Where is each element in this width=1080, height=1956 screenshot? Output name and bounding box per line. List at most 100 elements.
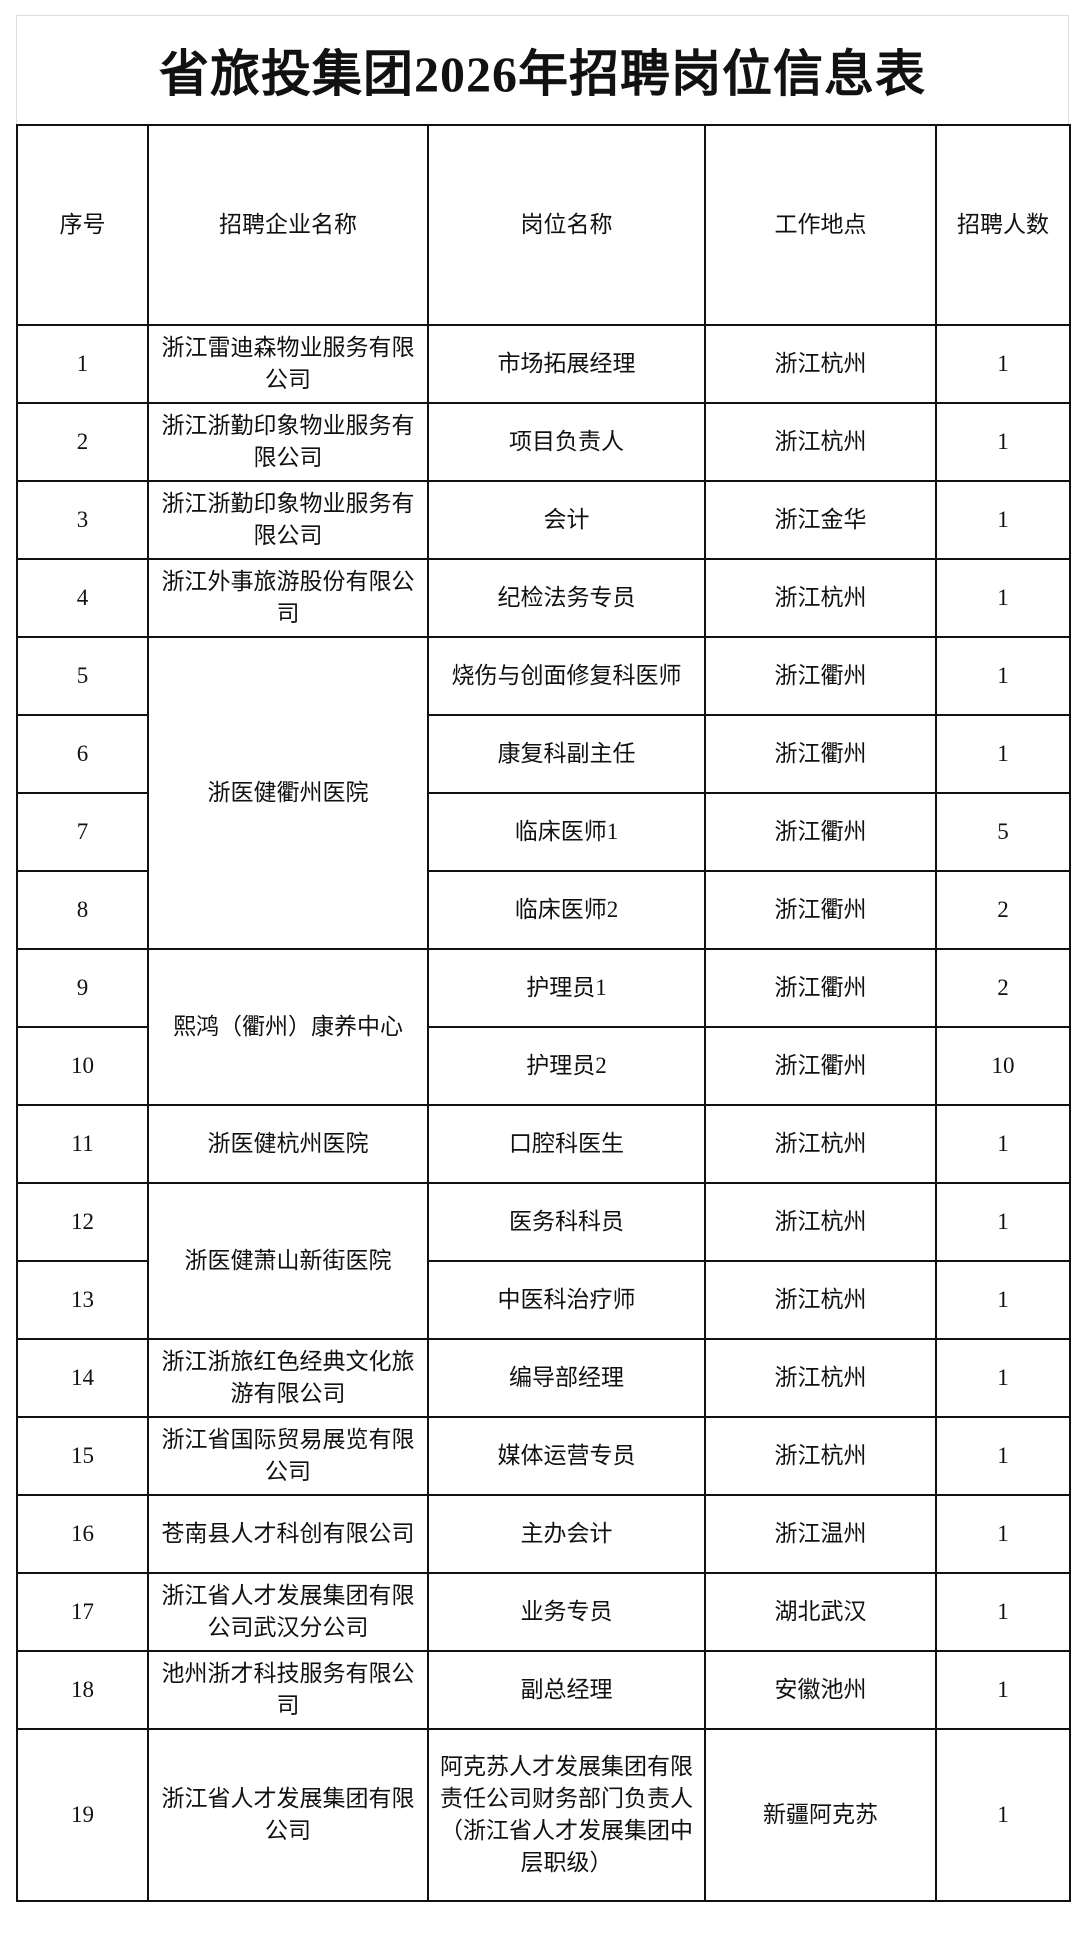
company-name: 浙江雷迪森物业服务有限公司 (147, 324, 429, 404)
work-location: 浙江杭州 (704, 324, 937, 404)
page-title: 省旅投集团2026年招聘岗位信息表 (159, 46, 926, 102)
position-name: 临床医师2 (427, 870, 706, 950)
position-name: 临床医师1 (427, 792, 706, 872)
row-number: 2 (16, 402, 149, 482)
work-location: 浙江衢州 (704, 714, 937, 794)
row-number: 1 (16, 324, 149, 404)
company-name: 池州浙才科技服务有限公司 (147, 1650, 429, 1730)
company-name: 浙医健衢州医院 (147, 636, 429, 950)
table-row: 10 护理员2 浙江衢州 10 (16, 1026, 1071, 1106)
headcount: 1 (935, 1260, 1071, 1340)
row-number: 6 (16, 714, 149, 794)
row-number: 4 (16, 558, 149, 638)
company-name: 浙江省人才发展集团有限公司武汉分公司 (147, 1572, 429, 1652)
table-row: 2 浙江浙勤印象物业服务有限公司 项目负责人 浙江杭州 1 (16, 402, 1071, 482)
row-number: 13 (16, 1260, 149, 1340)
table-row: 1 浙江雷迪森物业服务有限公司 市场拓展经理 浙江杭州 1 (16, 324, 1071, 404)
table-row: 12 浙医健萧山新街医院 医务科科员 浙江杭州 1 (16, 1182, 1071, 1340)
position-name: 业务专员 (427, 1572, 706, 1652)
work-location: 浙江衢州 (704, 948, 937, 1028)
table-row: 19 浙江省人才发展集团有限公司 阿克苏人才发展集团有限责任公司财务部门负责人（浙江… (16, 1728, 1071, 1902)
headcount: 1 (935, 1572, 1071, 1652)
row-number: 19 (16, 1728, 149, 1902)
headcount: 1 (935, 480, 1071, 560)
header-no: 序号 (16, 124, 149, 326)
company-name: 浙医健杭州医院 (147, 1104, 429, 1184)
table-row: 7 临床医师1 浙江衢州 5 (16, 792, 1071, 872)
header-position: 岗位名称 (427, 124, 706, 326)
headcount: 1 (935, 402, 1071, 482)
position-name: 纪检法务专员 (427, 558, 706, 638)
header-company: 招聘企业名称 (147, 124, 429, 326)
table-row: 8 临床医师2 浙江衢州 2 (16, 870, 1071, 950)
position-name: 阿克苏人才发展集团有限责任公司财务部门负责人（浙江省人才发展集团中层职级） (427, 1728, 706, 1902)
row-number: 14 (16, 1338, 149, 1418)
work-location: 湖北武汉 (704, 1572, 937, 1652)
position-name: 会计 (427, 480, 706, 560)
headcount: 2 (935, 870, 1071, 950)
row-number: 7 (16, 792, 149, 872)
row-number: 10 (16, 1026, 149, 1106)
work-location: 浙江杭州 (704, 1104, 937, 1184)
work-location: 新疆阿克苏 (704, 1728, 937, 1902)
work-location: 浙江衢州 (704, 870, 937, 950)
row-number: 9 (16, 948, 149, 1028)
title-box: 省旅投集团2026年招聘岗位信息表 (16, 15, 1069, 124)
headcount: 1 (935, 636, 1071, 716)
table-row: 6 康复科副主任 浙江衢州 1 (16, 714, 1071, 794)
work-location: 浙江杭州 (704, 1260, 937, 1340)
position-name: 护理员1 (427, 948, 706, 1028)
headcount: 1 (935, 1104, 1071, 1184)
header-count: 招聘人数 (935, 124, 1071, 326)
row-number: 15 (16, 1416, 149, 1496)
work-location: 浙江衢州 (704, 1026, 937, 1106)
company-name: 浙江浙旅红色经典文化旅游有限公司 (147, 1338, 429, 1418)
work-location: 浙江衢州 (704, 636, 937, 716)
headcount: 1 (935, 1494, 1071, 1574)
position-name: 编导部经理 (427, 1338, 706, 1418)
work-location: 浙江金华 (704, 480, 937, 560)
work-location: 浙江温州 (704, 1494, 937, 1574)
table-row: 3 浙江浙勤印象物业服务有限公司 会计 浙江金华 1 (16, 480, 1071, 560)
headcount: 2 (935, 948, 1071, 1028)
table-row: 16 苍南县人才科创有限公司 主办会计 浙江温州 1 (16, 1494, 1071, 1574)
table-row: 5 浙医健衢州医院 烧伤与创面修复科医师 浙江衢州 1 (16, 636, 1071, 950)
company-name: 熙鸿（衢州）康养中心 (147, 948, 429, 1106)
headcount: 10 (935, 1026, 1071, 1106)
position-name: 副总经理 (427, 1650, 706, 1730)
position-name: 康复科副主任 (427, 714, 706, 794)
row-number: 18 (16, 1650, 149, 1730)
headcount: 1 (935, 714, 1071, 794)
recruitment-sheet: 省旅投集团2026年招聘岗位信息表 序号 招聘企业名称 岗位名称 工作地点 招聘… (16, 15, 1071, 1902)
company-name: 浙医健萧山新街医院 (147, 1182, 429, 1340)
work-location: 浙江杭州 (704, 1338, 937, 1418)
headcount: 1 (935, 1416, 1071, 1496)
company-name: 浙江浙勤印象物业服务有限公司 (147, 480, 429, 560)
company-name: 浙江省国际贸易展览有限公司 (147, 1416, 429, 1496)
headcount: 1 (935, 1182, 1071, 1262)
table-row: 11 浙医健杭州医院 口腔科医生 浙江杭州 1 (16, 1104, 1071, 1184)
position-name: 主办会计 (427, 1494, 706, 1574)
headcount: 5 (935, 792, 1071, 872)
position-name: 口腔科医生 (427, 1104, 706, 1184)
table-row: 9 熙鸿（衢州）康养中心 护理员1 浙江衢州 2 (16, 948, 1071, 1106)
work-location: 安徽池州 (704, 1650, 937, 1730)
row-number: 8 (16, 870, 149, 950)
row-number: 12 (16, 1182, 149, 1262)
company-name: 浙江省人才发展集团有限公司 (147, 1728, 429, 1902)
position-name: 项目负责人 (427, 402, 706, 482)
position-name: 护理员2 (427, 1026, 706, 1106)
company-name: 浙江外事旅游股份有限公司 (147, 558, 429, 638)
row-number: 16 (16, 1494, 149, 1574)
table-row: 18 池州浙才科技服务有限公司 副总经理 安徽池州 1 (16, 1650, 1071, 1730)
headcount: 1 (935, 1728, 1071, 1902)
headcount: 1 (935, 1338, 1071, 1418)
header-location: 工作地点 (704, 124, 937, 326)
headcount: 1 (935, 1650, 1071, 1730)
position-name: 烧伤与创面修复科医师 (427, 636, 706, 716)
row-number: 5 (16, 636, 149, 716)
company-name: 浙江浙勤印象物业服务有限公司 (147, 402, 429, 482)
table-row: 4 浙江外事旅游股份有限公司 纪检法务专员 浙江杭州 1 (16, 558, 1071, 638)
row-number: 17 (16, 1572, 149, 1652)
table-row: 15 浙江省国际贸易展览有限公司 媒体运营专员 浙江杭州 1 (16, 1416, 1071, 1496)
